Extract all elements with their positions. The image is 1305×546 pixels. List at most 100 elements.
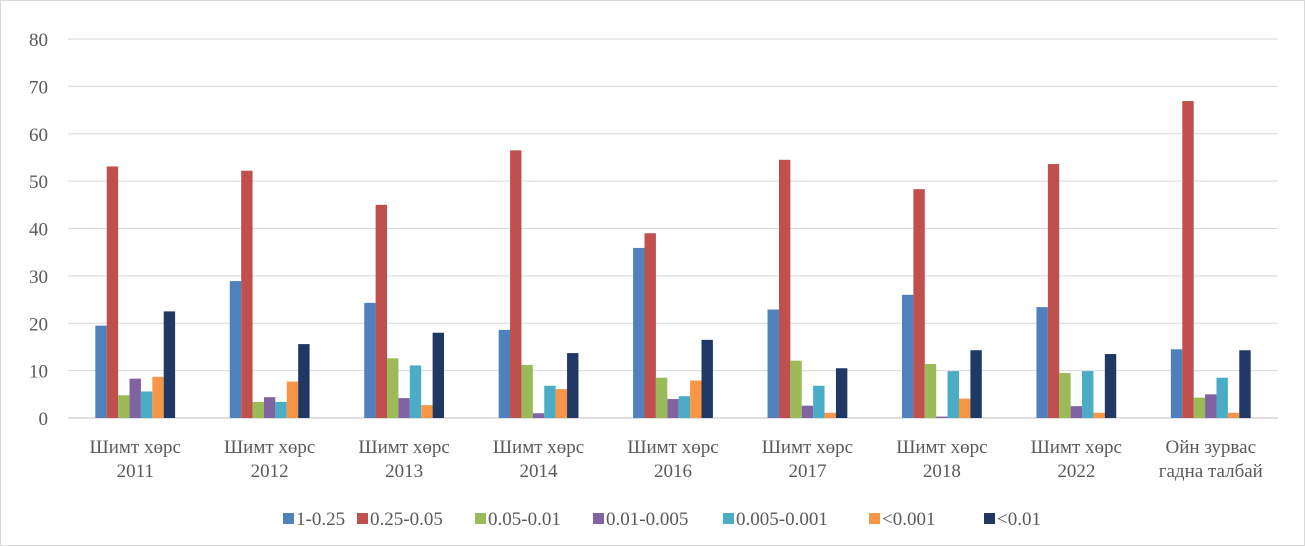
x-tick-label: 2016 (654, 461, 692, 482)
bar (510, 150, 522, 419)
bar (1216, 377, 1228, 418)
bar (286, 381, 299, 418)
legend: 1-0.25 0.25-0.05 0.05-0.01 0.01-0.005 0.005-… (283, 509, 1041, 530)
x-tick-label: Шимт хөрс (896, 437, 987, 458)
x-tick-label: 2011 (117, 461, 154, 482)
bar (275, 401, 287, 418)
bar (1227, 412, 1240, 418)
legend-swatch (723, 513, 734, 524)
bar (701, 339, 713, 418)
bar (633, 247, 645, 418)
x-axis: Шимт хөрс 2011 Шимт хөрс 2012 Шимт хөрс 2013 Ш… (90, 437, 1263, 482)
bar (790, 360, 802, 418)
y-tick-label: 50 (29, 172, 48, 193)
bar (767, 309, 779, 418)
x-tick-label: Шимт хөрс (90, 437, 181, 458)
bar (521, 364, 533, 418)
bar (252, 401, 264, 418)
legend-swatch (357, 513, 368, 524)
bar (1193, 397, 1206, 418)
bar (152, 376, 164, 418)
bar (387, 358, 399, 418)
x-tick-label: 2014 (520, 461, 559, 482)
bar (1093, 412, 1105, 418)
bar (532, 413, 545, 418)
bar (129, 378, 141, 418)
bar (1205, 394, 1217, 418)
legend-label: 0.05-0.01 (488, 509, 561, 530)
x-tick-label: Шимт хөрс (224, 437, 315, 458)
x-tick-label: Шимт хөрс (493, 437, 584, 458)
bar (375, 204, 388, 418)
bar (801, 405, 814, 418)
bar (544, 385, 556, 418)
x-tick-label: 2017 (788, 461, 826, 482)
bar (498, 329, 511, 418)
bar (947, 371, 959, 418)
y-tick-label: 40 (29, 220, 48, 241)
bar (140, 391, 153, 418)
bar (263, 397, 276, 418)
x-tick-label: Шимт хөрс (627, 437, 718, 458)
bar (409, 365, 422, 418)
legend-swatch (475, 513, 486, 524)
bar (655, 377, 668, 418)
bar (778, 159, 791, 418)
bar (555, 389, 568, 418)
legend-label: 0.005-0.001 (736, 509, 828, 530)
bar (1082, 371, 1094, 418)
bar (958, 398, 971, 418)
bar (644, 233, 656, 418)
bar (118, 395, 130, 418)
bar (901, 294, 914, 418)
y-tick-label: 80 (29, 30, 48, 51)
bar (432, 332, 445, 418)
bar (567, 353, 579, 418)
bar (1170, 349, 1183, 418)
bar (667, 399, 679, 418)
x-tick-label: Шимт хөрс (358, 437, 449, 458)
x-tick-label: 2012 (251, 461, 289, 482)
bar (398, 398, 410, 418)
bars (95, 101, 1251, 419)
x-tick-label: Ойн зурвас (1166, 437, 1257, 458)
bar (813, 385, 825, 418)
x-tick-label: Шимт хөрс (762, 437, 853, 458)
bar (690, 380, 702, 418)
legend-label: 0.25-0.05 (370, 509, 443, 530)
x-tick-label: 2013 (385, 461, 423, 482)
legend-label: 0.01-0.005 (606, 509, 688, 530)
y-tick-label: 20 (29, 314, 48, 335)
bar (913, 189, 925, 418)
legend-swatch (984, 513, 995, 524)
x-tick-label: гадна талбай (1159, 461, 1263, 482)
y-tick-label: 30 (29, 267, 48, 288)
x-tick-label: 2022 (1057, 461, 1095, 482)
legend-swatch (593, 513, 604, 524)
bar (95, 325, 107, 418)
y-axis: 0 10 20 30 40 50 60 70 80 (29, 30, 48, 430)
y-tick-label: 70 (29, 77, 48, 98)
bar (924, 363, 937, 418)
bar (1239, 350, 1251, 418)
bar (824, 412, 836, 418)
legend-label: <0.01 (997, 509, 1041, 530)
y-tick-label: 0 (39, 409, 49, 430)
bar (1059, 372, 1071, 418)
bar (1104, 354, 1117, 418)
bar (106, 166, 119, 418)
bar (1070, 406, 1083, 418)
bar (421, 405, 433, 418)
bar (1047, 164, 1060, 418)
legend-swatch (869, 513, 880, 524)
bar (678, 396, 691, 418)
legend-swatch (283, 513, 294, 524)
bar (1036, 307, 1048, 418)
legend-label: <0.001 (882, 509, 935, 530)
legend-label: 1-0.25 (296, 509, 345, 530)
bar (1182, 101, 1194, 418)
bar (835, 368, 848, 418)
y-tick-label: 10 (29, 362, 48, 383)
